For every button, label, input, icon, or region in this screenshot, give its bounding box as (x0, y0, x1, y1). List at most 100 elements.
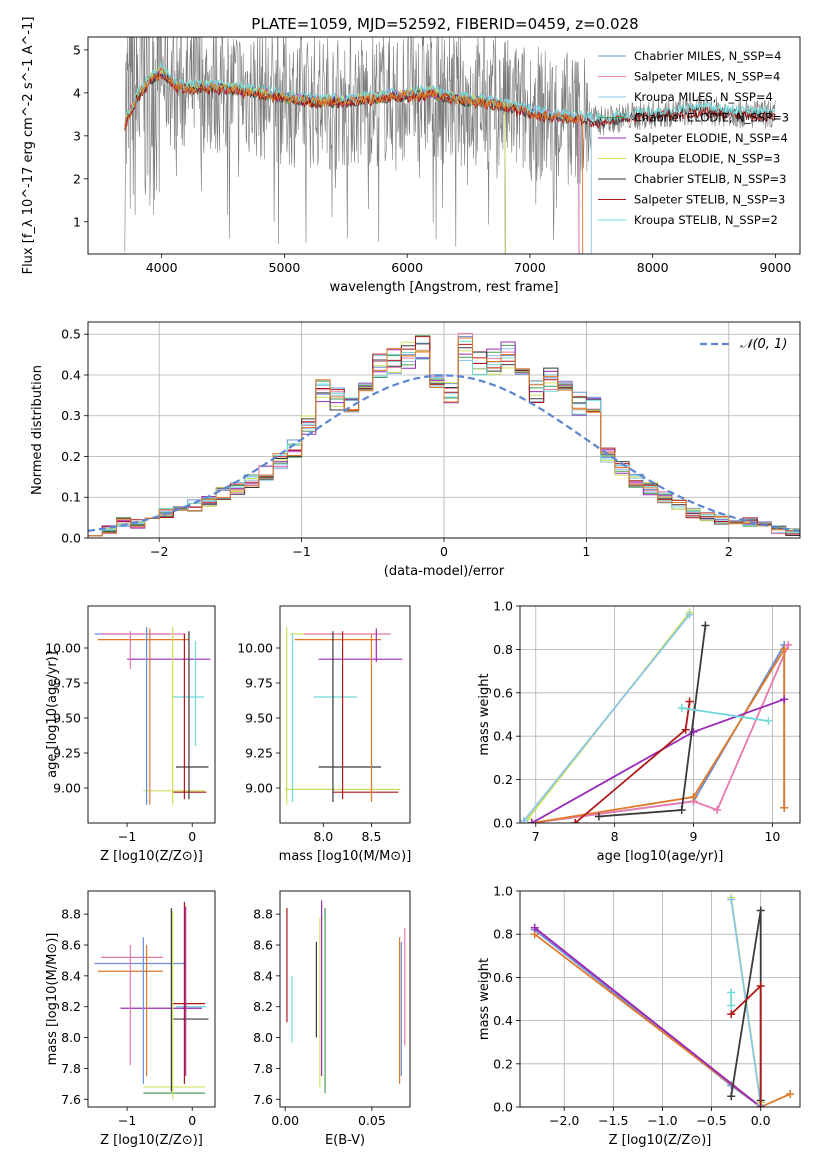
x-axis-label: age [log10(age/yr)] (597, 849, 724, 864)
weight-marker (527, 819, 536, 823)
x-tick-label: 9000 (760, 260, 792, 275)
weight_vs_age-panel: 7 8 9 10 0.0 0.2 0.4 0.6 0.8 1.0 age [log10(age/yr… (477, 599, 801, 864)
weight-marker (780, 695, 789, 704)
axes-frame (87, 890, 216, 1108)
x-axis-label: wavelength [Angstrom, rest frame] (330, 280, 559, 295)
y-tick-label: 8.0 (253, 1030, 273, 1045)
axes-frame (279, 890, 411, 1108)
y-tick-label: 8.6 (253, 938, 273, 953)
y-tick-label: 0.2 (493, 772, 513, 787)
weight-marker (780, 645, 789, 654)
weight-marker (786, 1090, 795, 1099)
x-tick-label: 0 (188, 829, 196, 844)
x-axis-label: E(B-V) (325, 1133, 365, 1148)
legend-entry: Kroupa ELODIE, N_SSP=3 (634, 152, 780, 166)
plot-area (286, 900, 406, 1094)
weight-line-chabrier_miles (531, 641, 786, 823)
x-tick-label: 0 (440, 544, 448, 559)
plot-area (530, 893, 795, 1107)
y-tick-label: 9.50 (245, 711, 273, 726)
y-tick-label: 7.8 (61, 1061, 81, 1076)
weight-marker (756, 1103, 765, 1107)
x-tick-label: 8 (611, 829, 619, 844)
x-tick-label: −1.0 (647, 1113, 677, 1128)
spectrum-data-line (124, 37, 776, 252)
weight-marker (764, 717, 773, 726)
y-tick-label: 1.0 (493, 884, 513, 899)
x-axis-label: Z [log10(Z/Z⊙)] (100, 849, 203, 864)
y-tick-label: 0.5 (61, 327, 81, 342)
age_vs_mass-panel: 8.0 8.5 9.00 9.25 9.50 9.75 10.00 mass [log10(M… (237, 605, 412, 864)
axes-frame (87, 36, 801, 255)
plot-area (88, 332, 800, 538)
y-tick-label: 2 (73, 171, 81, 186)
x-axis-label: Z [log10(Z/Z⊙)] (100, 1133, 203, 1148)
weight-marker (727, 1001, 736, 1010)
weight-marker (594, 812, 603, 821)
weight-line-salpeter_elodie (534, 926, 762, 1107)
y-tick-label: 10.00 (237, 641, 273, 656)
x-tick-label: 1 (582, 544, 590, 559)
weight-marker (520, 816, 528, 823)
weight-line-kroupa_miles (523, 614, 691, 822)
weight-marker (677, 703, 686, 712)
axes-frame (279, 605, 411, 824)
x-tick-label: 7 (532, 829, 540, 844)
y-tick-label: 8.8 (61, 907, 81, 922)
y-tick-label: 10.00 (45, 641, 81, 656)
weight-marker (727, 1092, 736, 1101)
y-tick-label: 0.2 (61, 449, 81, 464)
age_vs_Z-panel: −1 0 9.00 9.25 9.50 9.75 10.00 Z [log10(Z/Z⊙)] a… (45, 605, 216, 864)
y-tick-label: 9.00 (53, 781, 81, 796)
weight-line-salpeter_miles (531, 644, 790, 823)
weight-marker (727, 988, 736, 997)
y-tick-label: 8.2 (61, 999, 81, 1014)
weight-line-kroupa_stelib (681, 707, 769, 722)
charts-layer: 4000 5000 6000 7000 8000 900012345wavelength … (21, 17, 801, 1148)
y-tick-label: 0.4 (61, 367, 81, 382)
residual-histogram-orange (88, 337, 800, 538)
y-tick-label: 8.8 (253, 907, 273, 922)
x-tick-label: 4000 (146, 260, 178, 275)
x-tick-label: 7000 (514, 260, 546, 275)
y-tick-label: 0.4 (493, 729, 513, 744)
y-tick-label: 8.4 (61, 968, 81, 983)
y-tick-label: 9.50 (53, 711, 81, 726)
x-tick-label: −0.5 (696, 1113, 726, 1128)
figure-title: PLATE=1059, MJD=52592, FIBERID=0459, z=0… (251, 15, 638, 33)
model-spectrum-salpeter_stelib (124, 71, 776, 131)
weight-marker (571, 819, 580, 823)
axes-frame (87, 605, 216, 824)
y-axis-label: mass weight (477, 958, 492, 1040)
weight-marker (727, 895, 736, 904)
model-spectrum-orange (124, 66, 584, 254)
y-tick-label: 0.8 (493, 642, 513, 657)
plot-area (124, 37, 776, 254)
y-tick-label: 8.2 (253, 999, 273, 1014)
y-tick-label: 5 (73, 42, 81, 57)
x-tick-label: 10 (764, 829, 780, 844)
y-tick-label: 9.00 (245, 781, 273, 796)
weight-marker (689, 792, 698, 801)
weight-line-orange (534, 933, 791, 1107)
y-tick-label: 3 (73, 128, 81, 143)
y-tick-label: 9.75 (245, 676, 273, 691)
legend-entry: Salpeter STELIB, N_SSP=3 (634, 193, 785, 207)
y-tick-label: 0.4 (493, 1013, 513, 1028)
weight-marker (701, 621, 710, 630)
weight-marker (780, 803, 789, 812)
x-tick-label: −1 (118, 829, 136, 844)
residuals-panel: −2 −1 0 1 2 0.0 0.1 0.2 0.3 0.4 0.5 (data-model)/er… (30, 321, 801, 579)
weight-marker (756, 906, 765, 915)
legend-entry: Chabrier STELIB, N_SSP=3 (634, 172, 786, 186)
legend-entry: Salpeter MILES, N_SSP=4 (634, 70, 780, 84)
y-axis-label: age [log10(age/yr)] (45, 651, 60, 778)
x-tick-label: 0.0 (751, 1113, 771, 1128)
mass_vs_Z-panel: −1 0 7.6 7.8 8.0 8.2 8.4 8.6 8.8 Z [log10(Z/Z⊙)] m… (45, 890, 216, 1148)
x-tick-label: −2 (150, 544, 168, 559)
x-axis-label: mass [log10(M/M⊙)] (279, 849, 412, 864)
spectrum-panel: 4000 5000 6000 7000 8000 9000 1 2 3 4 5 wavelength … (21, 17, 801, 295)
x-tick-label: 0.05 (358, 1113, 386, 1128)
mass_vs_ebv-panel: 0.00 0.05 7.6 7.8 8.0 8.2 8.4 8.6 8.8 E(B-V) (253, 890, 411, 1148)
